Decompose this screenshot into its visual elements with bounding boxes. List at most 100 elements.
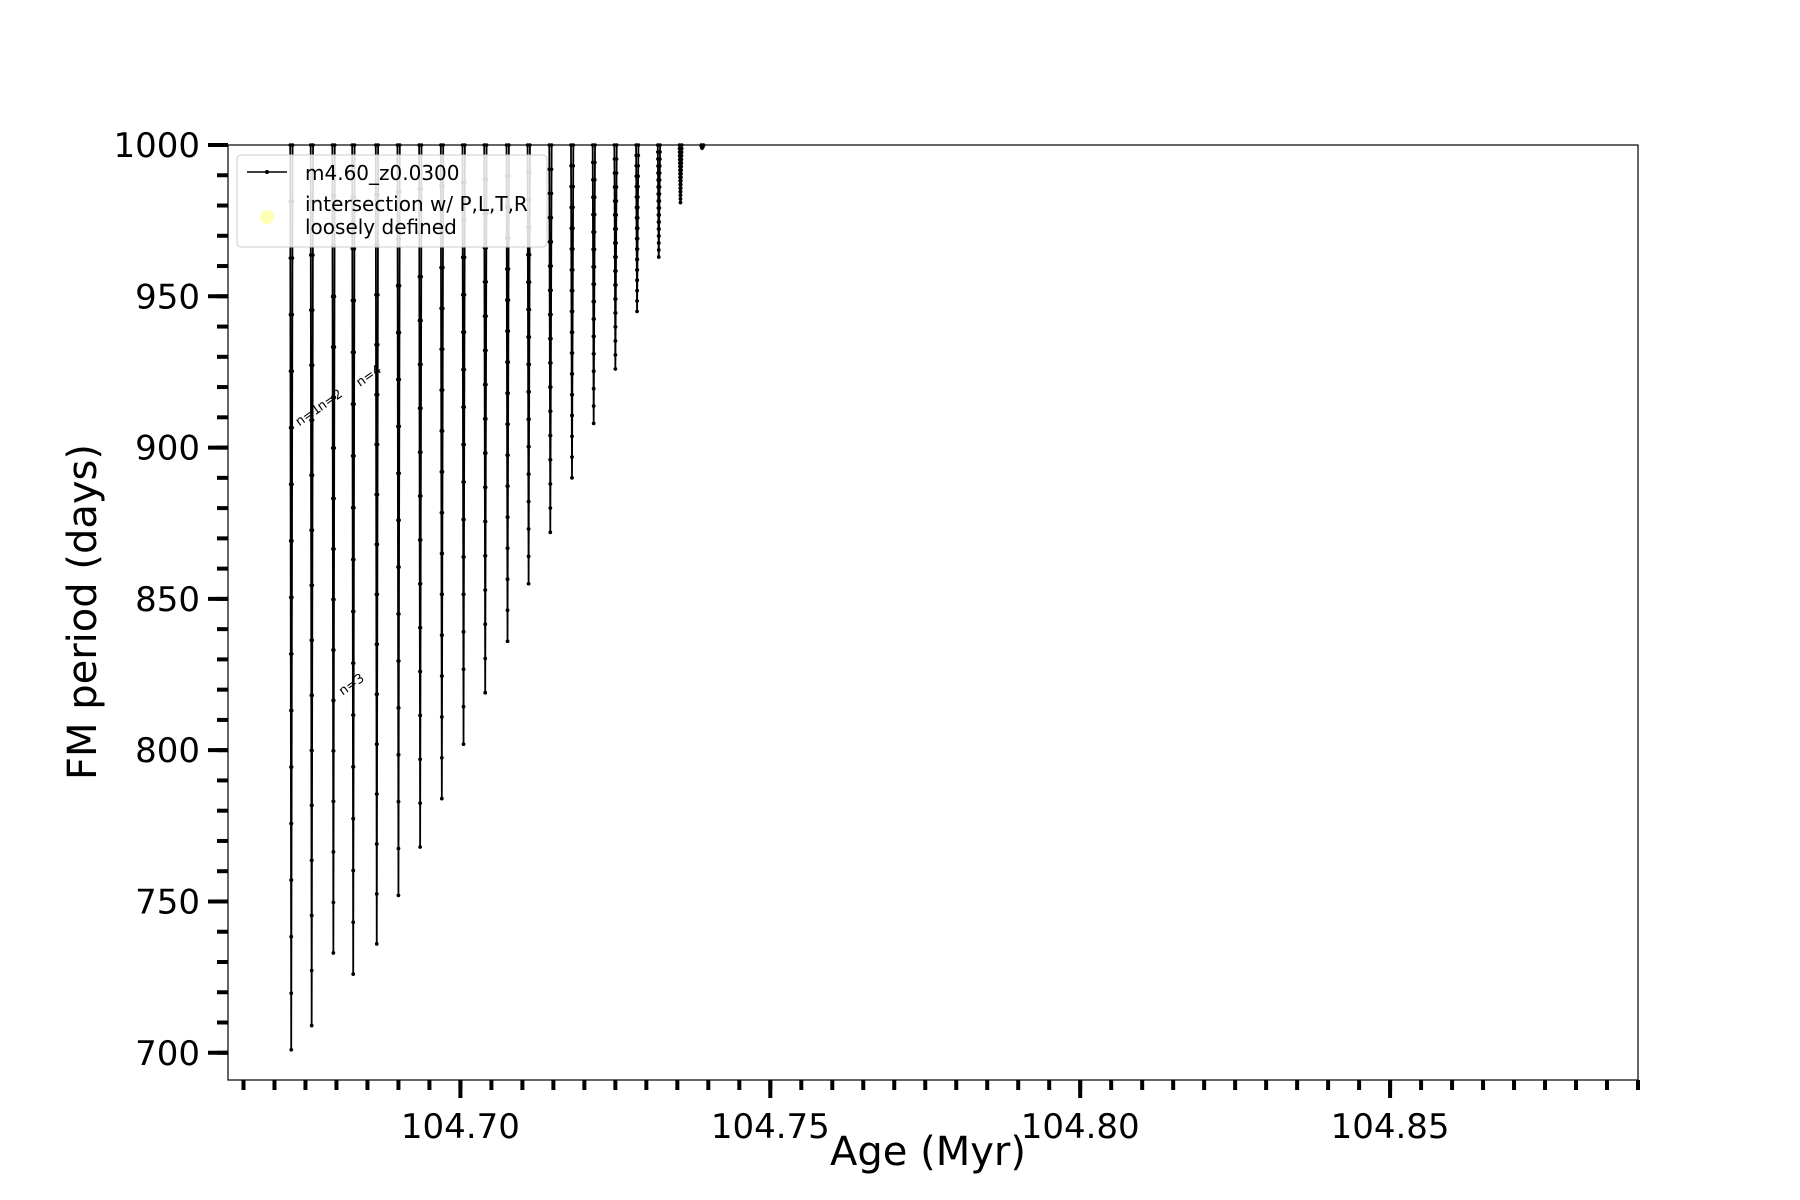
x-tick-label: 104.70 (401, 1107, 520, 1147)
series-point (375, 842, 379, 846)
series-point (592, 334, 596, 339)
series-point (461, 742, 466, 746)
series-point (506, 298, 511, 302)
series-point (679, 146, 684, 151)
series-point (527, 252, 532, 257)
legend-label-series: m4.60_z0.0300 (305, 161, 460, 185)
series-point (614, 185, 619, 189)
series-point (462, 442, 467, 447)
series-point (463, 143, 467, 147)
series-point (418, 801, 423, 805)
series-point (332, 446, 337, 450)
series-point (506, 391, 511, 395)
series-point (526, 581, 531, 586)
series-point (613, 353, 618, 357)
series-point (461, 667, 466, 672)
series-point (484, 143, 489, 147)
series-point (332, 648, 336, 652)
series-point (419, 406, 423, 411)
series-point (549, 191, 554, 196)
series-point (570, 392, 575, 397)
series-point (375, 542, 380, 547)
series-point (419, 450, 423, 454)
series-point (332, 294, 337, 299)
series-point (440, 470, 445, 474)
series-point (592, 230, 597, 234)
series-point (679, 157, 684, 162)
series-point (332, 547, 336, 551)
series-point (440, 633, 444, 637)
series-point (310, 528, 315, 533)
series-point (289, 878, 294, 882)
series-point (592, 282, 597, 286)
series-point (636, 153, 641, 158)
series-point (548, 457, 553, 462)
series-point (657, 248, 661, 252)
series-point (440, 388, 445, 392)
series-point (351, 609, 356, 614)
series-point (397, 471, 402, 476)
series-point (657, 220, 661, 224)
series-point (679, 153, 684, 158)
series-point (483, 656, 488, 661)
series-point (440, 755, 444, 760)
series-point (658, 164, 662, 168)
series-point (440, 715, 444, 719)
series-point (505, 608, 510, 613)
series-point (290, 539, 294, 543)
series-spike (699, 143, 706, 151)
legend-dot-icon (265, 170, 269, 174)
series-point (440, 551, 445, 556)
series-point (331, 749, 336, 753)
series-point (462, 555, 466, 559)
series-point (680, 143, 684, 147)
series-point (290, 312, 295, 317)
series-point (483, 588, 488, 592)
series-point (527, 390, 531, 394)
series-point (657, 234, 661, 238)
series-point (310, 363, 315, 367)
series-point (613, 367, 618, 371)
series-point (289, 991, 294, 995)
series-point (527, 499, 531, 504)
series-point (462, 292, 467, 297)
series-point (397, 565, 401, 569)
series-point (375, 392, 380, 397)
series-point (527, 307, 532, 312)
series-point (375, 342, 380, 347)
annotation-label: n=4 (354, 362, 385, 390)
series-point (375, 692, 379, 696)
series-point (657, 192, 662, 196)
series-point (419, 274, 424, 279)
series-point (505, 577, 510, 582)
series-point (484, 314, 488, 318)
series-point (527, 444, 531, 449)
series-point (507, 143, 511, 147)
series-point (397, 377, 402, 382)
y-tick-label: 750 (135, 882, 200, 922)
series-point (483, 553, 488, 558)
minor-ticks (217, 143, 1640, 1090)
series-point (527, 362, 532, 367)
series-point (351, 972, 356, 976)
series-point (290, 143, 295, 147)
series-point (396, 799, 401, 804)
series-point (484, 280, 489, 284)
series-point (528, 143, 532, 147)
series-point (351, 816, 356, 821)
series-point (352, 454, 356, 458)
series-point (331, 900, 336, 905)
series-spike (330, 143, 337, 955)
series-point (570, 455, 574, 459)
series-point (678, 186, 683, 190)
series-point (636, 184, 640, 189)
series-point (570, 413, 575, 418)
series-point (375, 642, 380, 647)
series-point (374, 942, 379, 946)
series-point (290, 595, 294, 600)
series-point (657, 171, 662, 175)
series-point (419, 143, 424, 147)
series-point (527, 280, 532, 284)
series-point (656, 255, 661, 259)
series-point (614, 255, 618, 259)
